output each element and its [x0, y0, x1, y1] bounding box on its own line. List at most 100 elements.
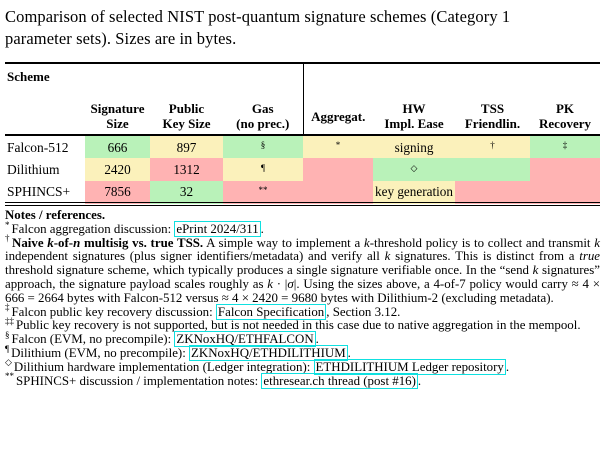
note-marker: ** — [5, 371, 14, 382]
reference-link[interactable]: ZKNoxHQ/ETHFALCON — [174, 331, 316, 348]
note-text: multisig vs. true TSS. — [80, 235, 204, 250]
table-cell: ¶ — [223, 158, 303, 181]
footnote-marker: ‡ — [562, 140, 568, 150]
table-cell — [455, 158, 530, 181]
table-cell: 666 — [85, 135, 150, 158]
note-text: . — [417, 373, 422, 388]
col-header-hw-impl-ease: HW Impl. Ease — [373, 63, 455, 136]
footnote-marker: ¶ — [260, 162, 266, 173]
scheme-cell: Falcon-512 — [5, 135, 85, 158]
note-marker: ‡‡ — [5, 316, 14, 327]
note-marker: ‡ — [5, 302, 10, 313]
note: § Falcon (EVM, no precompile): ZKNoxHQ/ET… — [5, 329, 600, 348]
note-text: k — [594, 235, 600, 250]
col-header-label: Friendlin. — [464, 116, 521, 131]
table-cell: ◇ — [373, 158, 455, 181]
col-header-label: Aggregat. — [311, 109, 366, 124]
note-marker: § — [5, 329, 10, 340]
note-text: k — [363, 235, 370, 250]
note-text: threshold signature scheme, which typica… — [5, 263, 533, 278]
note-text: Public key recovery is not supported, bu… — [16, 318, 581, 333]
reference-link[interactable]: ETHDILITHIUM Ledger repository — [313, 358, 506, 375]
reference-link[interactable]: ePrint 2024/311 — [174, 220, 261, 237]
col-header-label: TSS — [480, 101, 505, 116]
note-text: SPHINCS+ discussion / implementation not… — [16, 373, 262, 388]
reference-link[interactable]: ethresear.ch thread (post #16) — [261, 372, 418, 389]
table-cell: † — [455, 135, 530, 158]
table-cell: ‡ — [530, 135, 600, 158]
note-text: . — [505, 359, 510, 374]
col-header-signature-size: Signature Size — [85, 63, 150, 136]
note: ◇ Dilithium hardware implementation (Ledg… — [5, 358, 600, 375]
table-cell: ** — [223, 181, 303, 206]
table-cell — [530, 181, 600, 206]
scheme-cell: SPHINCS+ — [5, 181, 85, 206]
note-marker: † — [5, 233, 11, 244]
note-text: · | — [272, 276, 288, 291]
table-cell: key generation — [373, 181, 455, 206]
note-text: . — [315, 332, 319, 347]
note-text: k — [267, 276, 273, 291]
notes-section: Notes / references. * Falcon aggregation … — [5, 208, 600, 389]
col-header-label: (no prec.) — [236, 116, 290, 131]
note-text: Naive — [12, 235, 48, 250]
note-text: -of- — [53, 235, 74, 250]
col-header-label: PK — [555, 101, 575, 116]
table-row: SPHINCS+ 7856 32 ** key generation — [5, 181, 600, 206]
col-header-label: Size — [106, 116, 129, 131]
note-text: |. Using the sizes above, a 4-of-7 polic… — [5, 276, 600, 305]
note-text: Falcon (EVM, no precompile): — [11, 332, 175, 347]
table-cell: 1312 — [150, 158, 223, 181]
note: ¶ Dilithium (EVM, no precompile): ZKNoxHQ… — [5, 344, 600, 361]
comparison-table: Scheme Signature Size Public Key Size Ga… — [5, 62, 600, 206]
col-header-label: Public — [168, 101, 205, 116]
note-text: k — [384, 249, 391, 264]
table-cell — [455, 181, 530, 206]
note: ‡ Falcon public key recovery discussion: … — [5, 303, 600, 320]
note: ‡‡ Public key recovery is not supported, … — [5, 316, 600, 333]
table-cell: * — [303, 135, 373, 158]
col-header-aggregation: Aggregat. — [303, 63, 373, 136]
page-title: Comparison of selected NIST post-quantum… — [5, 6, 600, 49]
note-text: Dilithium hardware implementation (Ledge… — [13, 359, 314, 374]
note-text: Falcon public key recovery discussion: — [11, 304, 216, 319]
note-marker: * — [5, 219, 10, 230]
note: * Falcon aggregation discussion: ePrint 2… — [5, 219, 600, 237]
note: ** SPHINCS+ discussion / implementation n… — [5, 372, 600, 389]
table-body: Falcon-512 666 897 § * signing † ‡ Dilithium 2420… — [5, 135, 600, 206]
note-text: A simple way to implement a — [203, 235, 364, 250]
table-row: Falcon-512 666 897 § * signing † ‡ — [5, 135, 600, 158]
table-header: Scheme Signature Size Public Key Size Ga… — [5, 63, 600, 136]
col-header-label: Signature — [90, 101, 145, 116]
table-cell — [303, 158, 373, 181]
col-header-label: HW — [402, 101, 426, 116]
col-header-label: Scheme — [7, 69, 50, 84]
note: † Naive k-of-n multisig vs. true TSS. A s… — [5, 234, 600, 306]
footnote-marker: § — [260, 140, 266, 150]
table-cell: 2420 — [85, 158, 150, 181]
col-header-label: Recovery — [539, 116, 591, 131]
note-text: signatures. This is distinct from a — [390, 249, 580, 264]
note-text: . — [347, 345, 351, 360]
col-header-scheme: Scheme — [5, 63, 85, 136]
note-text: , Section 3.12. — [326, 304, 401, 319]
note-marker: ◇ — [5, 357, 12, 368]
header-row: Scheme Signature Size Public Key Size Ga… — [5, 63, 600, 136]
reference-link[interactable]: ZKNoxHQ/ETHDILITHIUM — [189, 344, 348, 361]
table-cell: 897 — [150, 135, 223, 158]
notes-heading: Notes / references. — [5, 208, 106, 222]
footnote-marker: ◇ — [410, 162, 418, 173]
reference-link[interactable]: Falcon Specification — [215, 303, 327, 320]
note-text: independent signatures (plus signer iden… — [5, 249, 385, 264]
note-text: Falcon aggregation discussion: — [11, 221, 175, 236]
table-cell — [530, 158, 600, 181]
col-header-label: Gas — [251, 101, 274, 116]
scheme-cell: Dilithium — [5, 158, 85, 181]
table-cell: signing — [373, 135, 455, 158]
note-text: k — [47, 235, 54, 250]
note-text: σ — [287, 276, 294, 291]
col-header-label: Impl. Ease — [384, 116, 444, 131]
note-text: k — [532, 263, 539, 278]
note-text: n — [73, 235, 81, 250]
notes-list: * Falcon aggregation discussion: ePrint 2… — [5, 219, 600, 389]
